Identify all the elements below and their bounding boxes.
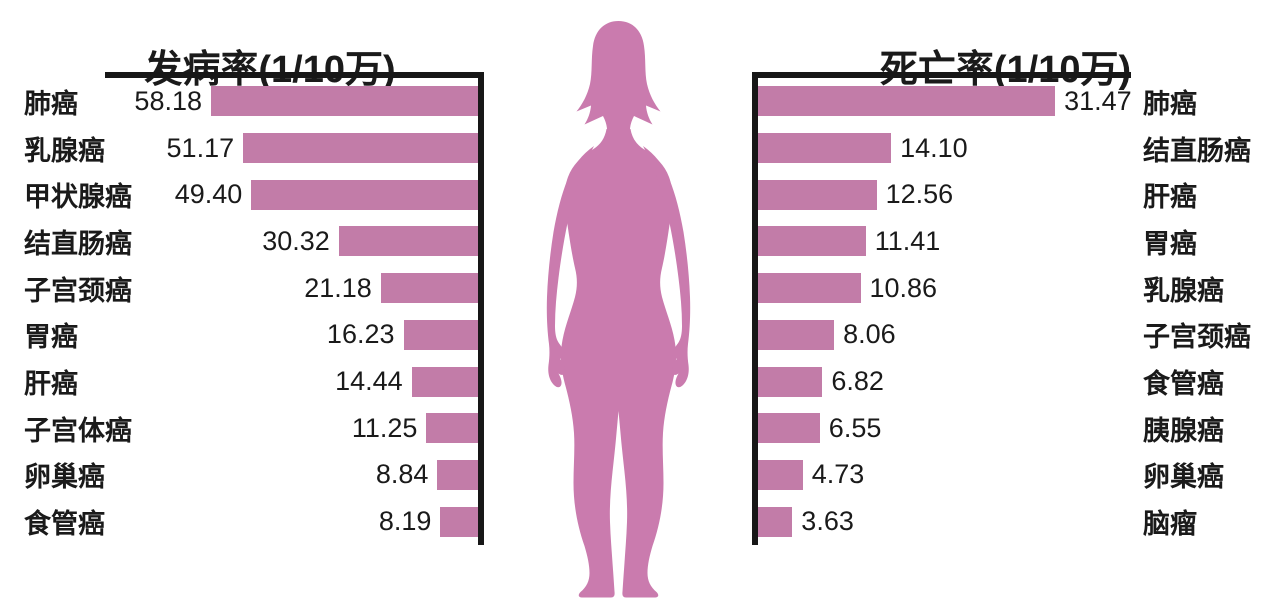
category-label: 卵巢癌 xyxy=(24,462,105,493)
value-label: 31.47 xyxy=(1064,85,1132,116)
bar xyxy=(426,413,478,444)
bar-row: 11.41 xyxy=(758,218,1131,265)
category-label: 胃癌 xyxy=(24,322,78,353)
bar xyxy=(758,179,877,210)
value-label: 10.86 xyxy=(869,272,938,303)
bar xyxy=(758,133,892,164)
value-label: 51.17 xyxy=(166,132,235,163)
value-label: 14.44 xyxy=(335,366,403,397)
value-label: 16.23 xyxy=(326,319,395,350)
incidence-plot: 58.18 51.17 49.40 30.32 21.18 16.23 14.44 11.25… xyxy=(105,72,484,545)
value-label: 11.25 xyxy=(351,412,418,443)
bar xyxy=(758,319,835,350)
bar xyxy=(758,459,803,490)
bar-row: 8.84 xyxy=(105,452,478,499)
bar-row: 8.19 xyxy=(105,498,478,545)
bar-row: 8.06 xyxy=(758,312,1131,359)
bar-row: 6.82 xyxy=(758,358,1131,405)
category-label: 甲状腺癌 xyxy=(24,182,132,213)
category-label: 肝癌 xyxy=(24,369,78,400)
bar xyxy=(758,413,820,444)
mortality-category-labels: 肺癌结直肠癌肝癌胃癌乳腺癌子宫颈癌食管癌胰腺癌卵巢癌脑瘤 xyxy=(1143,78,1279,545)
bar-row: 14.44 xyxy=(105,358,478,405)
bar xyxy=(380,273,478,304)
bar-row: 58.18 xyxy=(105,78,478,125)
value-label: 6.82 xyxy=(831,366,884,397)
silhouette-head xyxy=(576,21,661,133)
value-label: 6.55 xyxy=(828,412,882,443)
bar xyxy=(758,86,1056,117)
category-label: 肝癌 xyxy=(1143,182,1197,213)
bar-row: 12.56 xyxy=(758,171,1131,218)
value-label: 8.06 xyxy=(843,319,896,350)
category-label: 食管癌 xyxy=(24,509,105,540)
value-label: 3.63 xyxy=(801,506,854,537)
incidence-chart-title: 发病率(1/10万) xyxy=(144,48,396,91)
category-label: 肺癌 xyxy=(24,88,78,119)
category-label: 子宫体癌 xyxy=(24,415,132,446)
bar-row: 10.86 xyxy=(758,265,1131,312)
category-label: 肺癌 xyxy=(1143,88,1197,119)
bar xyxy=(403,319,478,350)
value-label: 30.32 xyxy=(262,225,330,256)
mortality-chart-title: 死亡率(1/10万) xyxy=(879,48,1132,91)
value-label: 21.18 xyxy=(304,272,372,303)
category-label: 子宫颈癌 xyxy=(1143,322,1251,353)
value-label: 49.40 xyxy=(174,179,243,210)
category-label: 结直肠癌 xyxy=(24,228,132,259)
value-label: 8.19 xyxy=(378,506,432,537)
bar-row: 49.40 xyxy=(105,171,478,218)
bar-row: 30.32 xyxy=(105,218,478,265)
category-label: 胃癌 xyxy=(1143,228,1197,259)
silhouette-body xyxy=(560,129,677,598)
category-label: 食管癌 xyxy=(1143,369,1224,400)
bar xyxy=(440,506,478,537)
bar xyxy=(211,86,478,117)
value-label: 12.56 xyxy=(885,179,954,210)
bar-row: 16.23 xyxy=(105,312,478,359)
value-label: 4.73 xyxy=(811,459,865,490)
silhouette-left-arm xyxy=(546,146,594,388)
value-label: 11.41 xyxy=(874,225,941,256)
bar-row: 51.17 xyxy=(105,125,478,172)
bar-row: 31.47 xyxy=(758,78,1132,125)
bar xyxy=(437,459,478,490)
bar xyxy=(251,179,478,210)
value-label: 58.18 xyxy=(134,85,202,116)
bar xyxy=(758,226,866,257)
category-label: 子宫颈癌 xyxy=(24,275,132,306)
bar xyxy=(243,133,478,164)
category-label: 脑瘤 xyxy=(1143,509,1197,540)
bar xyxy=(758,273,861,304)
bar-row: 11.25 xyxy=(105,405,478,452)
bar xyxy=(758,366,823,397)
bar-row: 6.55 xyxy=(758,405,1131,452)
category-label: 乳腺癌 xyxy=(1143,275,1224,306)
mortality-plot: 31.47 14.10 12.56 11.41 10.86 8.06 6.82 6.55 4.7… xyxy=(752,72,1132,545)
bar-row: 21.18 xyxy=(105,265,478,312)
value-label: 14.10 xyxy=(900,132,968,163)
value-label: 8.84 xyxy=(375,459,429,490)
category-label: 乳腺癌 xyxy=(24,135,105,166)
category-label: 卵巢癌 xyxy=(1143,462,1224,493)
category-label: 结直肠癌 xyxy=(1143,135,1251,166)
bar-row: 3.63 xyxy=(758,498,1131,545)
bar-row: 4.73 xyxy=(758,452,1131,499)
bar xyxy=(411,366,478,397)
bar xyxy=(338,226,478,257)
category-label: 胰腺癌 xyxy=(1143,415,1224,446)
bar-row: 14.10 xyxy=(758,125,1131,172)
bar xyxy=(758,506,793,537)
female-silhouette xyxy=(533,14,704,606)
incidence-category-labels: 肺癌乳腺癌甲状腺癌结直肠癌子宫颈癌胃癌肝癌子宫体癌卵巢癌食管癌 xyxy=(24,78,174,545)
